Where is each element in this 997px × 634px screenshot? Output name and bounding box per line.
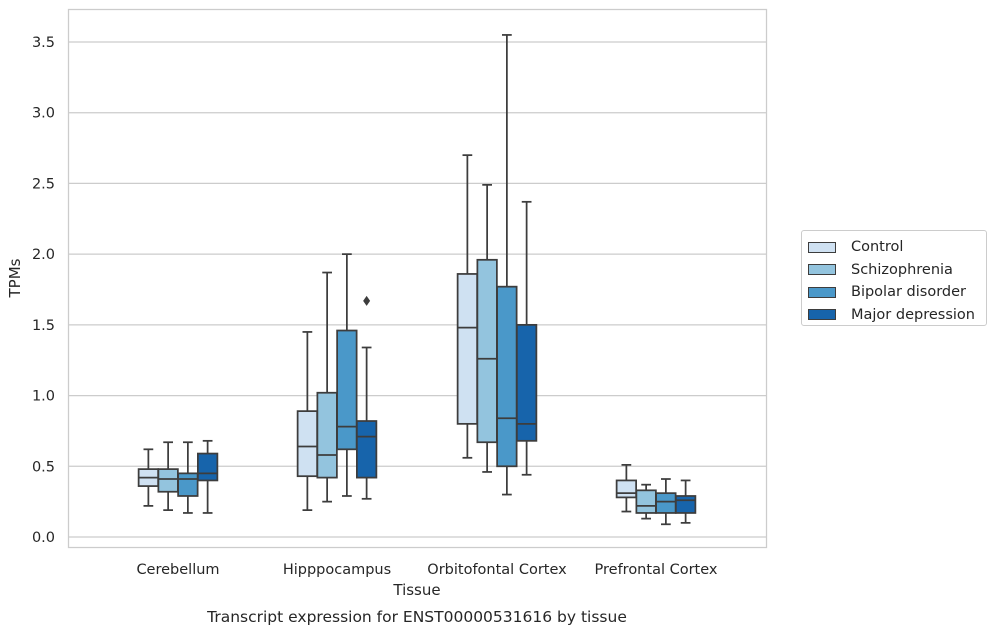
legend: Control Schizophrenia Bipolar disorder Majo… xyxy=(801,230,987,326)
legend-label: Bipolar disorder xyxy=(851,284,966,301)
legend-item: Bipolar disorder xyxy=(808,281,986,304)
legend-label: Schizophrenia xyxy=(851,261,953,278)
box-0-0 xyxy=(137,448,159,507)
y-tick-labels: 0.0 0.5 1.0 1.5 2.0 2.5 3.0 3.5 xyxy=(32,35,55,546)
chart-caption: Transcript expression for ENST0000053161… xyxy=(206,608,627,626)
legend-label: Control xyxy=(851,239,904,256)
plot-frame xyxy=(67,8,768,549)
box-1-3 xyxy=(356,295,378,500)
box-0-2 xyxy=(177,441,199,514)
box-iqr xyxy=(635,489,657,514)
box-3-0 xyxy=(615,463,637,513)
legend-swatch xyxy=(808,241,836,253)
box-2-0 xyxy=(456,154,478,459)
box-1-1 xyxy=(316,271,338,503)
y-tick-label: 0.5 xyxy=(32,459,55,475)
box-iqr xyxy=(296,410,318,478)
box-iqr xyxy=(516,323,538,442)
box-2-3 xyxy=(516,200,538,476)
y-axis-label: TPMs xyxy=(6,258,24,298)
box-2-2 xyxy=(496,34,518,496)
x-tick-labels: Cerebellum Hipppocampus Orbitofontal Corte… xyxy=(136,562,717,578)
grid-lines xyxy=(68,41,767,538)
x-tick-label: Cerebellum xyxy=(136,562,219,578)
y-tick-label: 3.0 xyxy=(32,106,55,122)
y-tick-label: 1.5 xyxy=(32,318,55,334)
box-3-1 xyxy=(635,483,657,520)
box-2-1 xyxy=(476,183,498,473)
legend-item: Control xyxy=(808,236,986,259)
x-tick-label: Hipppocampus xyxy=(283,562,391,578)
y-tick-label: 2.0 xyxy=(32,247,55,263)
legend-swatch xyxy=(808,264,836,276)
x-tick-label: Prefrontal Cortex xyxy=(595,562,718,578)
box-1-2 xyxy=(336,253,358,497)
legend-swatch xyxy=(808,309,836,321)
box-iqr xyxy=(316,391,338,479)
legend-label: Major depression xyxy=(851,306,975,323)
x-tick-label: Orbitofontal Cortex xyxy=(427,562,567,578)
box-iqr xyxy=(476,258,498,444)
box-1-0 xyxy=(296,331,318,512)
x-axis-label: Tissue xyxy=(392,581,440,599)
outlier-marker xyxy=(363,295,371,306)
box-iqr xyxy=(496,285,518,468)
y-tick-label: 0.0 xyxy=(32,530,55,546)
box-iqr xyxy=(157,468,179,493)
box-iqr xyxy=(655,492,677,514)
box-iqr xyxy=(456,273,478,425)
box-iqr xyxy=(197,452,219,482)
box-iqr xyxy=(336,329,358,451)
box-3-3 xyxy=(675,479,697,524)
y-tick-label: 2.5 xyxy=(32,176,55,192)
box-plots xyxy=(137,34,697,526)
box-iqr xyxy=(177,472,199,497)
box-3-2 xyxy=(655,478,677,526)
box-0-1 xyxy=(157,441,179,512)
legend-swatch xyxy=(808,286,836,298)
legend-item: Major depression xyxy=(808,304,986,327)
y-tick-label: 3.5 xyxy=(32,35,55,51)
box-iqr xyxy=(356,420,378,479)
legend-item: Schizophrenia xyxy=(808,259,986,282)
box-0-3 xyxy=(197,439,219,514)
y-tick-label: 1.0 xyxy=(32,389,55,405)
box-iqr xyxy=(615,479,637,499)
box-iqr xyxy=(675,495,697,514)
